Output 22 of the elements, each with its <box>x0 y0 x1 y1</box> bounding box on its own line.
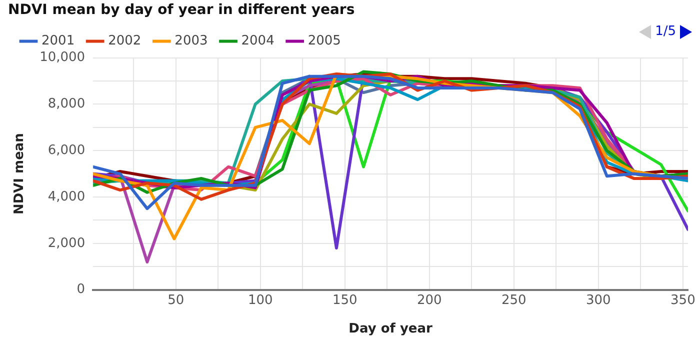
y-tick-label: 0 <box>76 282 86 298</box>
y-tick-label: 4,000 <box>48 189 86 204</box>
x-tick-label: 100 <box>248 292 273 308</box>
legend-label: 2004 <box>241 34 274 49</box>
x-tick-label: 200 <box>417 292 442 308</box>
y-tick-label: 10,000 <box>40 50 86 66</box>
chart-title: NDVI mean by day of year in different years <box>8 2 355 18</box>
x-tick-label: 150 <box>332 292 358 308</box>
legend-label: 2003 <box>174 34 208 49</box>
legend-label: 2001 <box>42 34 75 49</box>
y-axis-title: NDVI mean <box>12 133 28 215</box>
x-tick-label: 250 <box>502 292 526 308</box>
y-tick-label: 8,000 <box>48 96 86 112</box>
text: 1/5 <box>655 24 676 39</box>
x-axis-title: Day of year <box>348 322 433 337</box>
legend-label: 2002 <box>108 34 142 49</box>
x-tick-label: 350 <box>670 292 696 308</box>
y-tick-label: 2,000 <box>48 236 86 251</box>
x-tick-label: 300 <box>586 292 611 308</box>
legend-label: 2005 <box>308 34 341 49</box>
y-tick-label: 6,000 <box>48 142 86 158</box>
x-tick-label: 50 <box>168 292 184 308</box>
